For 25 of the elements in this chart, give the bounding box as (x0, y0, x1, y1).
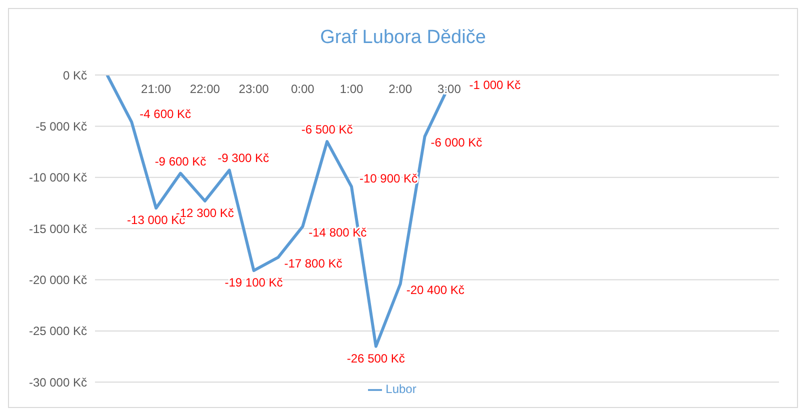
y-tick-label: -30 000 Kč (28, 375, 87, 390)
data-label: -6 500 Kč (301, 122, 353, 137)
x-tick-label: 22:00 (190, 82, 220, 96)
x-tick-label: 23:00 (238, 82, 270, 96)
legend-label: Lubor (386, 382, 416, 396)
data-label: -4 600 Kč (140, 107, 192, 122)
data-label: -19 100 Kč (224, 276, 283, 290)
x-tick-label: 21:00 (141, 82, 172, 96)
data-label: -9 600 Kč (154, 154, 206, 168)
x-tick-label: 0:00 (290, 82, 315, 96)
y-tick-label: -15 000 Kč (28, 222, 87, 236)
data-label: -26 500 Kč (346, 351, 405, 366)
data-label: -20 400 Kč (406, 282, 464, 297)
y-tick-label: -20 000 Kč (28, 273, 87, 288)
y-tick-label: -5 000 Kč (36, 119, 87, 134)
data-label: -9 300 Kč (218, 151, 270, 166)
y-tick-label: 0 Kč (62, 68, 87, 82)
data-label: -1 000 Kč (469, 78, 521, 92)
x-tick-label: 1:00 (340, 82, 364, 96)
y-tick-label: -25 000 Kč (28, 324, 87, 338)
data-label: -17 800 Kč (284, 256, 342, 270)
x-tick-label: 2:00 (388, 82, 412, 96)
data-label: -6 000 Kč (430, 135, 482, 150)
chart-title: Graf Lubora Dědiče (319, 26, 487, 50)
y-tick-label: -10 000 Kč (28, 170, 87, 185)
